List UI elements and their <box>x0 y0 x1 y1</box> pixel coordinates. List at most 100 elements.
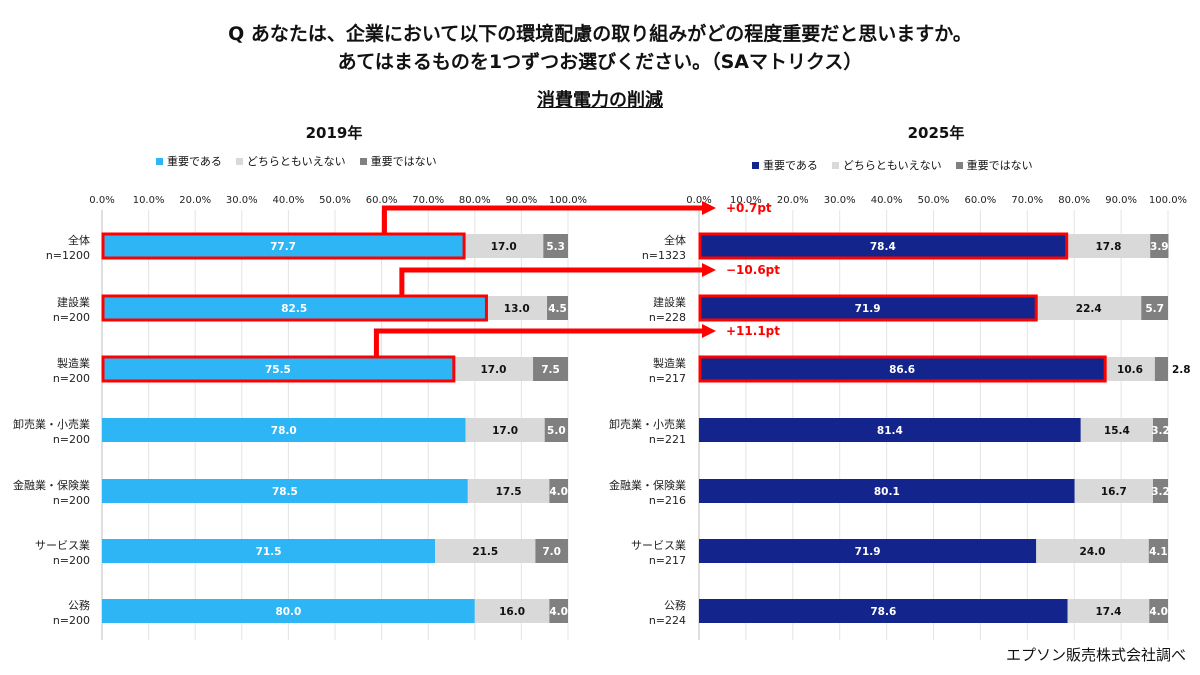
data-label: 5.3 <box>546 241 565 253</box>
data-label: 71.5 <box>256 546 282 558</box>
data-label: 71.9 <box>855 546 881 558</box>
highlight-box <box>698 232 1069 260</box>
bar-segment-important <box>699 234 1067 258</box>
source-credit: エプソン販売株式会社調べ <box>1005 646 1186 664</box>
x-tick-label: 80.0% <box>459 195 491 206</box>
n-label: n=217 <box>649 554 686 567</box>
x-tick-label: 30.0% <box>226 195 258 206</box>
n-label: n=1200 <box>46 249 90 262</box>
data-label: 5.0 <box>547 425 566 437</box>
bar-segment-important <box>102 418 466 442</box>
data-label: 4.0 <box>549 606 568 618</box>
category-label: 卸売業・小売業 <box>13 417 90 431</box>
category-label: 全体 <box>664 233 686 247</box>
bar-segment-important <box>699 296 1037 320</box>
highlight-box <box>101 294 488 322</box>
bar-segment-neutral <box>1080 418 1153 442</box>
legend-item-not-important: 重要ではない <box>359 153 437 169</box>
highlight-box <box>698 355 1107 383</box>
data-label: 17.0 <box>480 364 506 376</box>
bar-segment-important <box>102 357 454 381</box>
x-tick-label: 40.0% <box>273 195 305 206</box>
bar-segment-neutral <box>435 539 536 563</box>
n-label: n=200 <box>53 614 90 627</box>
highlight-box <box>698 294 1038 322</box>
data-label: 17.4 <box>1095 606 1121 618</box>
bar-segment-neutral <box>1036 296 1142 320</box>
x-tick-label: 50.0% <box>918 195 950 206</box>
x-tick-label: 100.0% <box>1149 195 1187 206</box>
bar-segment-not-important <box>549 479 568 503</box>
x-tick-label: 60.0% <box>965 195 997 206</box>
n-label: n=200 <box>53 311 90 324</box>
category-label: 公務 <box>68 598 90 612</box>
data-label: 81.4 <box>877 425 903 437</box>
chart-title-2025: 2025年 <box>907 124 965 142</box>
highlight-box <box>101 232 466 260</box>
category-label: 製造業 <box>57 356 90 370</box>
legend-swatch <box>831 161 839 169</box>
bar-segment-neutral <box>1066 234 1151 258</box>
data-label: 86.6 <box>889 364 915 376</box>
bar-segment-important <box>102 599 475 623</box>
bar-segment-important <box>102 479 468 503</box>
data-label: 10.6 <box>1117 364 1143 376</box>
bar-segment-important <box>699 539 1037 563</box>
bar-segment-not-important <box>1148 539 1168 563</box>
bar-segment-important <box>699 599 1068 623</box>
n-label: n=228 <box>649 311 686 324</box>
question-line-1: Q あなたは、企業において以下の環境配慮の取り組みがどの程度重要だと思いますか。 <box>228 23 972 45</box>
legend-swatch <box>359 157 367 165</box>
bar-segment-not-important <box>1154 357 1168 381</box>
x-tick-label: 90.0% <box>506 195 538 206</box>
data-label: 5.7 <box>1145 303 1164 315</box>
data-label: 21.5 <box>472 546 498 558</box>
n-label: n=216 <box>649 494 686 507</box>
data-label: 80.0 <box>275 606 301 618</box>
data-label: 78.0 <box>271 425 297 437</box>
legend-item-not-important: 重要ではない <box>955 157 1033 173</box>
x-tick-label: 0.0% <box>686 195 711 206</box>
n-label: n=200 <box>53 372 90 385</box>
x-tick-label: 80.0% <box>1058 195 1090 206</box>
n-label: n=200 <box>53 494 90 507</box>
category-label: サービス業 <box>35 539 90 552</box>
category-label: 製造業 <box>653 356 686 370</box>
arrow-head <box>702 263 716 277</box>
legend-item-important: 重要である <box>752 157 818 173</box>
x-tick-label: 20.0% <box>179 195 211 206</box>
legend-swatch <box>752 161 759 169</box>
n-label: n=217 <box>649 372 686 385</box>
data-label: 16.0 <box>499 606 525 618</box>
data-label: 7.5 <box>541 364 560 376</box>
category-label: 建設業 <box>653 295 686 309</box>
n-label: n=224 <box>649 614 686 627</box>
x-tick-label: 90.0% <box>1105 195 1137 206</box>
category-label: 金融業・保険業 <box>13 478 90 492</box>
legend-2019: 重要である どちらともいえない 重要ではない <box>156 153 451 169</box>
n-label: n=221 <box>649 433 686 446</box>
bar-segment-not-important <box>544 418 568 442</box>
bar-segment-neutral <box>486 296 548 320</box>
legend-label: どちらともいえない <box>246 155 346 168</box>
data-label: 17.0 <box>492 425 518 437</box>
bar-segment-not-important <box>543 234 568 258</box>
bar-segment-neutral <box>464 234 544 258</box>
data-label: 3.2 <box>1151 486 1170 498</box>
x-tick-label: 70.0% <box>1011 195 1043 206</box>
data-label: 22.4 <box>1076 303 1102 315</box>
data-label: 4.0 <box>1149 606 1168 618</box>
bar-segment-not-important <box>1152 418 1168 442</box>
data-label: 16.7 <box>1101 486 1127 498</box>
n-label: n=1323 <box>642 249 686 262</box>
data-label: 78.5 <box>272 486 298 498</box>
data-label: 80.1 <box>874 486 900 498</box>
x-tick-label: 0.0% <box>89 195 114 206</box>
x-tick-label: 50.0% <box>319 195 351 206</box>
data-label: 82.5 <box>281 303 307 315</box>
difference-label: +11.1pt <box>726 324 780 338</box>
bar-segment-neutral <box>1067 599 1150 623</box>
x-tick-label: 40.0% <box>871 195 903 206</box>
data-label: 3.9 <box>1150 241 1169 253</box>
